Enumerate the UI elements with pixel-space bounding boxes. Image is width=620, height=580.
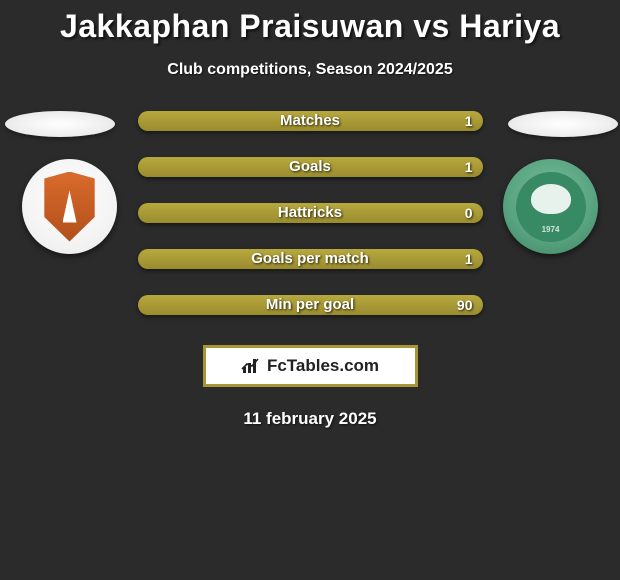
club-crest-right-icon [516, 172, 586, 242]
stat-bar-track [138, 111, 483, 131]
stat-bar-track [138, 157, 483, 177]
stat-row: Goals per match1 [138, 249, 483, 269]
stat-bar-left-fill [138, 203, 311, 223]
date-label: 11 february 2025 [0, 409, 620, 429]
stat-bars: Matches1 Goals1 Hattricks0 Goals per match1… [138, 111, 483, 315]
stat-bar-track [138, 203, 483, 223]
stat-value-right: 1 [465, 157, 473, 177]
club-shield-left-icon [42, 172, 98, 242]
chart-icon [241, 357, 263, 375]
comparison-panel: Matches1 Goals1 Hattricks0 Goals per match1… [0, 111, 620, 429]
stat-value-right: 1 [465, 111, 473, 131]
player-photo-left [5, 111, 115, 137]
stat-bar-right-fill [138, 111, 483, 131]
subtitle: Club competitions, Season 2024/2025 [0, 61, 620, 79]
stat-value-right: 90 [457, 295, 473, 315]
stat-bar-right-fill [138, 295, 483, 315]
stat-bar-track [138, 249, 483, 269]
page-title: Jakkaphan Praisuwan vs Hariya [0, 0, 620, 45]
stat-value-right: 0 [465, 203, 473, 223]
stat-value-right: 1 [465, 249, 473, 269]
fctables-logo: FcTables.com [203, 345, 418, 387]
stat-bar-track [138, 295, 483, 315]
logo-text: FcTables.com [267, 356, 379, 376]
stat-bar-right-fill [310, 203, 483, 223]
club-badge-right [503, 159, 598, 254]
stat-bar-right-fill [138, 249, 483, 269]
stat-bar-right-fill [138, 157, 483, 177]
club-badge-left [22, 159, 117, 254]
stat-row: Goals1 [138, 157, 483, 177]
stat-row: Min per goal90 [138, 295, 483, 315]
stat-row: Hattricks0 [138, 203, 483, 223]
stat-row: Matches1 [138, 111, 483, 131]
player-photo-right [508, 111, 618, 137]
